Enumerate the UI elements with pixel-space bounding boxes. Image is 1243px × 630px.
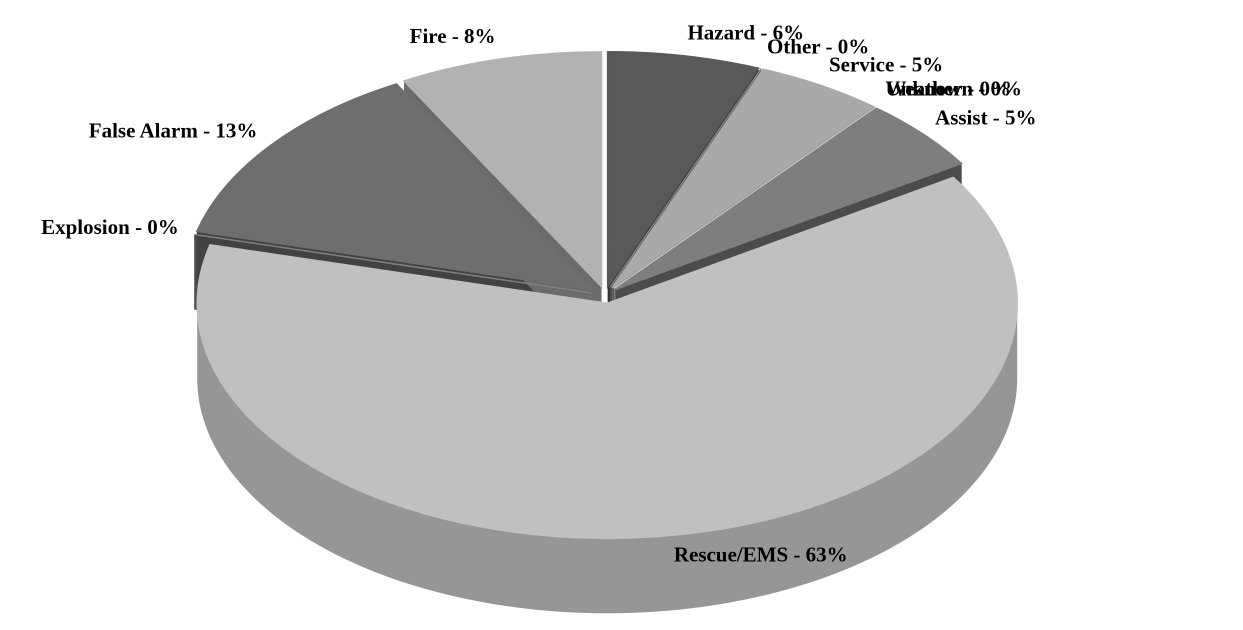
slice-label: Service - 5% — [829, 53, 943, 77]
slice-label: Weather - 0% — [885, 77, 1011, 101]
slice-label: Fire - 8% — [410, 24, 496, 48]
pie-slice — [194, 233, 592, 294]
slice-label: Rescue/EMS - 63% — [674, 543, 848, 567]
pie-slice — [606, 50, 760, 290]
slice-label: Explosion - 0% — [41, 215, 179, 239]
slice-label: Assist - 5% — [935, 106, 1037, 130]
pie-slice — [611, 68, 875, 289]
pie-slice — [196, 176, 1018, 540]
pie-slice — [615, 107, 964, 291]
slice-label: Unknown - 0% — [885, 77, 1022, 101]
pie-labels: Hazard - 6%Other - 0%Service - 5%Unknown… — [41, 21, 1036, 567]
pie-tops — [194, 50, 1018, 540]
pie-slice — [195, 83, 596, 291]
pie-side — [197, 303, 1018, 614]
slice-label: Hazard - 6% — [687, 21, 804, 45]
slice-label: Other - 0% — [767, 34, 869, 58]
slice-label: False Alarm - 13% — [89, 118, 258, 142]
pie-slice — [402, 51, 603, 289]
